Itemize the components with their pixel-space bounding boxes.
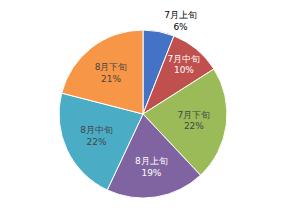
svg-text:8月上旬19%: 8月上旬19% — [135, 156, 168, 178]
svg-text:7月下旬22%: 7月下旬22% — [178, 110, 211, 132]
svg-text:7月中旬10%: 7月中旬10% — [168, 54, 201, 76]
svg-text:8月中旬22%: 8月中旬22% — [80, 125, 113, 147]
svg-text:8月下旬21%: 8月下旬21% — [95, 62, 128, 84]
svg-text:7月上旬6%: 7月上旬6% — [164, 10, 197, 32]
